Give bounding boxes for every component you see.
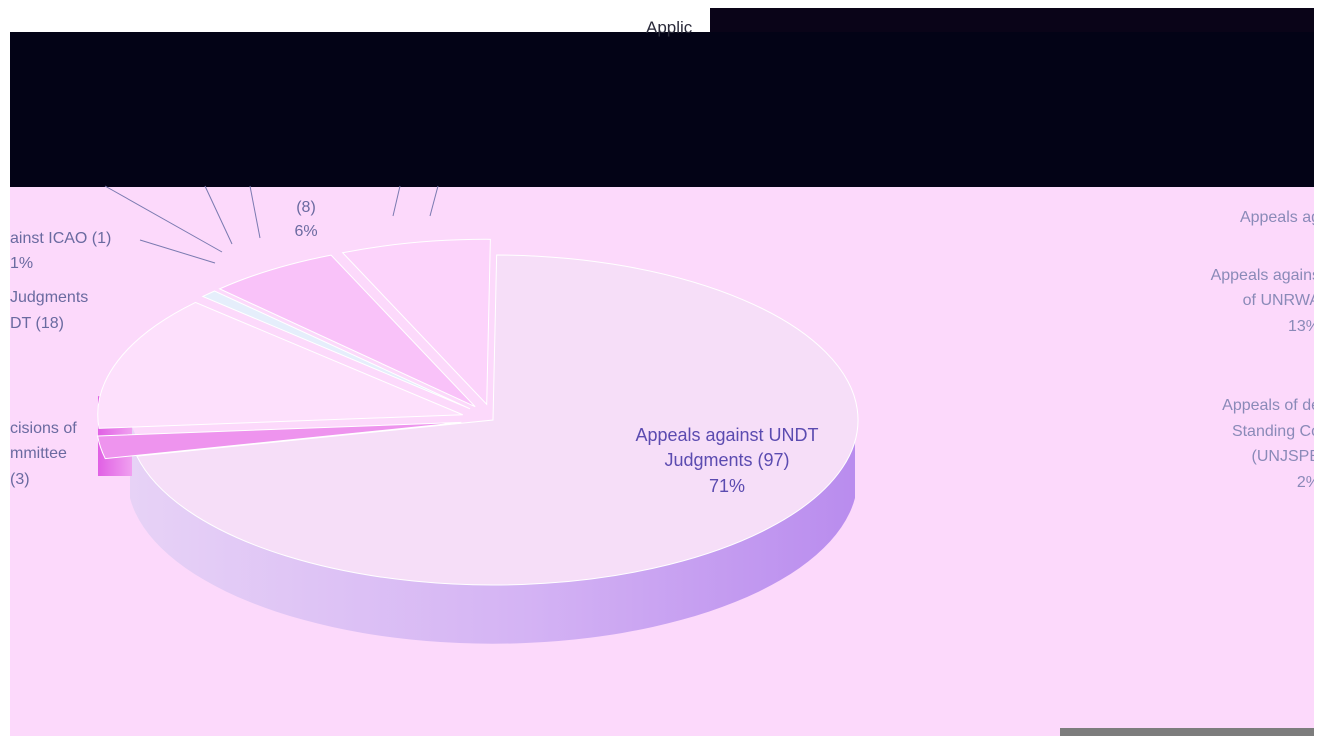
leader-lines (104, 185, 439, 264)
svg-text:(8): (8) (296, 199, 316, 216)
label-eight: (8) 6% (294, 199, 317, 240)
pie-chart: Appeals against UNDT Judgments (97) 71% … (10, 185, 1314, 644)
svg-text:mmittee: mmittee (10, 445, 67, 462)
legend-right-3c: (UNJSPB (1252, 448, 1314, 465)
pie-slice-5 (341, 238, 491, 406)
label-undt: Appeals against UNDT Judgments (97) 71% (635, 425, 818, 496)
pie-slice-3 (201, 290, 471, 410)
label-undt-pct: 71% (709, 476, 745, 496)
legend-right-2a: Appeals agains (1211, 267, 1314, 284)
chart-title-banner (10, 32, 1314, 187)
legend-right-3b: Standing Co (1232, 423, 1314, 440)
label-undt-line2: Judgments (97) (664, 450, 789, 470)
pie-slice-4 (218, 254, 476, 408)
label-icao: ainst ICAO (1) 1% (10, 230, 111, 272)
svg-text:cisions of: cisions of (10, 420, 77, 437)
chart-area: Applic (10, 8, 1314, 736)
pie-slice-0 (136, 254, 859, 586)
pie-slice-2 (97, 301, 463, 429)
svg-text:ainst ICAO (1): ainst ICAO (1) (10, 230, 111, 247)
label-unjspb-left: cisions of mmittee (3) (10, 420, 77, 488)
svg-text:(3): (3) (10, 471, 30, 488)
pie-slice-1 (97, 421, 462, 460)
svg-text:DT (18): DT (18) (10, 315, 64, 332)
legend-right-2b: of UNRWA (1243, 292, 1314, 309)
legend-right-3d: 2% (1297, 474, 1314, 491)
legend-right-3a: Appeals of de (1222, 397, 1314, 414)
pie-side-undt (130, 420, 855, 644)
legend-right: Appeals ag Appeals agains of UNRWA 13% A… (1211, 209, 1314, 491)
bottom-bar (1060, 728, 1314, 736)
banner-strip (10, 8, 1314, 32)
banner-strip-dark (710, 8, 1314, 32)
chart-title-fragment: Applic (646, 18, 693, 37)
label-undt-line1: Appeals against UNDT (635, 425, 818, 445)
svg-text:Judgments: Judgments (10, 289, 88, 306)
legend-right-2c: 13% (1288, 318, 1314, 335)
svg-text:1%: 1% (10, 255, 33, 272)
label-unrwa-left: Judgments DT (18) (10, 289, 88, 332)
legend-right-1: Appeals ag (1240, 209, 1314, 226)
svg-text:6%: 6% (294, 223, 317, 240)
